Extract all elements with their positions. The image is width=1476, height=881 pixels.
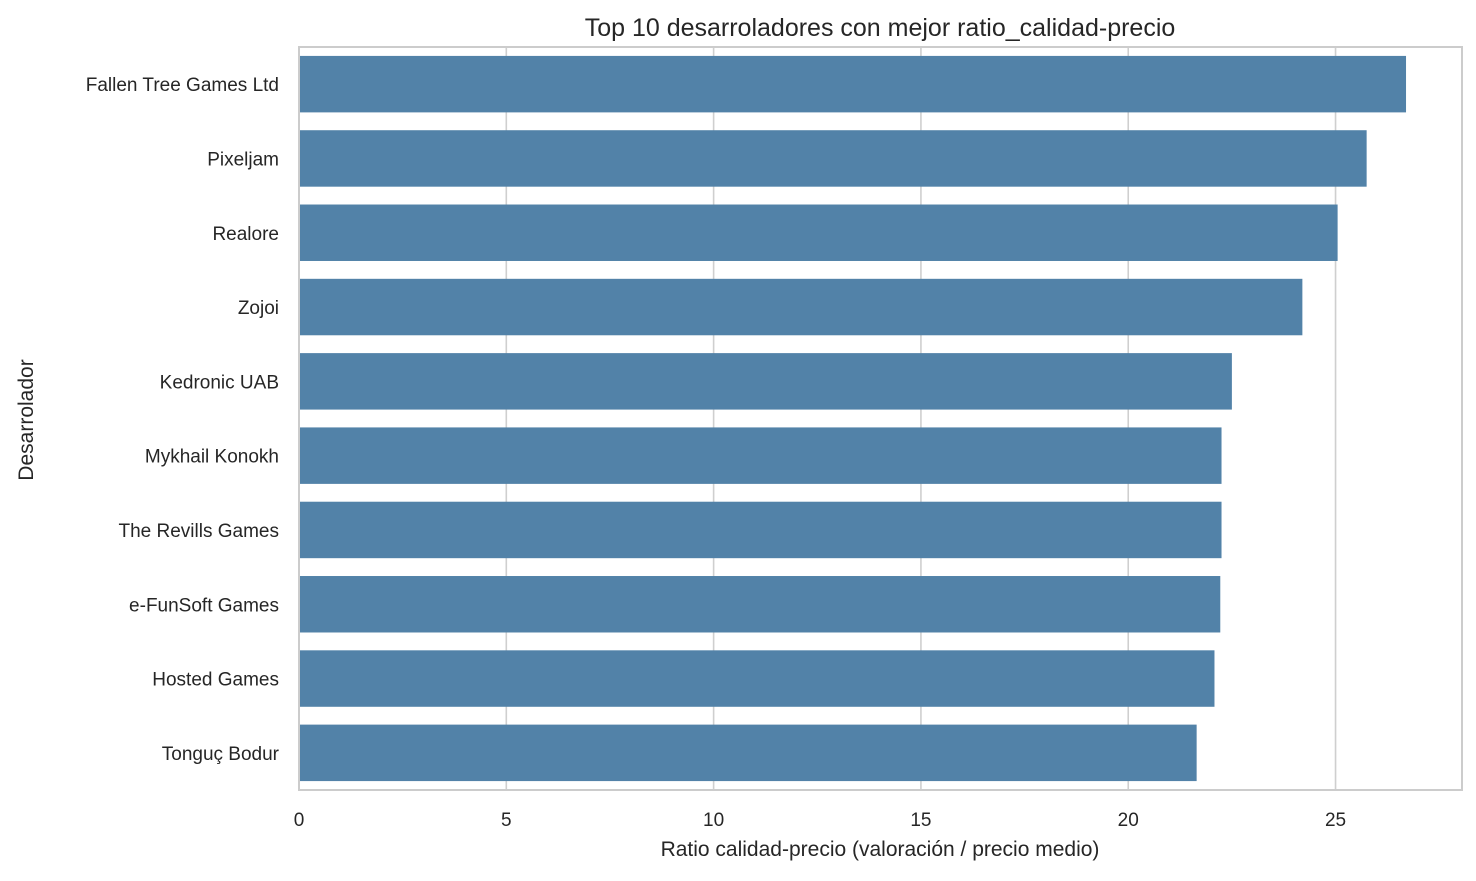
plot-frame [298,46,1463,791]
y-tick-label: The Revills Games [119,521,280,542]
y-axis-label: Desarrolador [15,359,38,480]
x-tick-label: 10 [703,810,724,831]
y-tick-label: Realore [212,224,279,245]
x-tick-label: 0 [294,810,305,831]
bar [299,650,1215,707]
bar [299,353,1232,410]
bars [299,55,1407,782]
x-tick-label: 15 [910,810,931,831]
x-axis-label: Ratio calidad-precio (valoración / preci… [661,838,1100,861]
y-tick-label: Kedronic UAB [160,372,279,393]
y-tick-labels: Fallen Tree Games Ltd Pixeljam Realore Zojo… [86,75,280,765]
chart-title: Top 10 desarroladores con mejor ratio_ca… [585,14,1176,42]
bar [299,130,1367,187]
x-tick-label: 20 [1118,810,1139,831]
y-tick-label: Mykhail Konokh [145,447,279,468]
bar [299,278,1303,336]
y-tick-label: Zojoi [238,298,279,319]
y-tick-label: Tonguç Bodur [162,744,280,765]
y-tick-label: e-FunSoft Games [129,595,279,616]
bar [299,724,1197,782]
x-tick-label: 25 [1325,810,1346,831]
bar [299,576,1221,633]
y-tick-label: Pixeljam [207,149,279,170]
bar [299,501,1222,559]
bar [299,427,1222,484]
bar [299,55,1407,113]
bar [299,204,1338,261]
y-tick-label: Fallen Tree Games Ltd [86,75,279,96]
x-tick-label: 5 [501,810,512,831]
x-tick-labels: 0 5 10 15 20 25 [294,810,1346,831]
y-tick-label: Hosted Games [152,670,279,691]
